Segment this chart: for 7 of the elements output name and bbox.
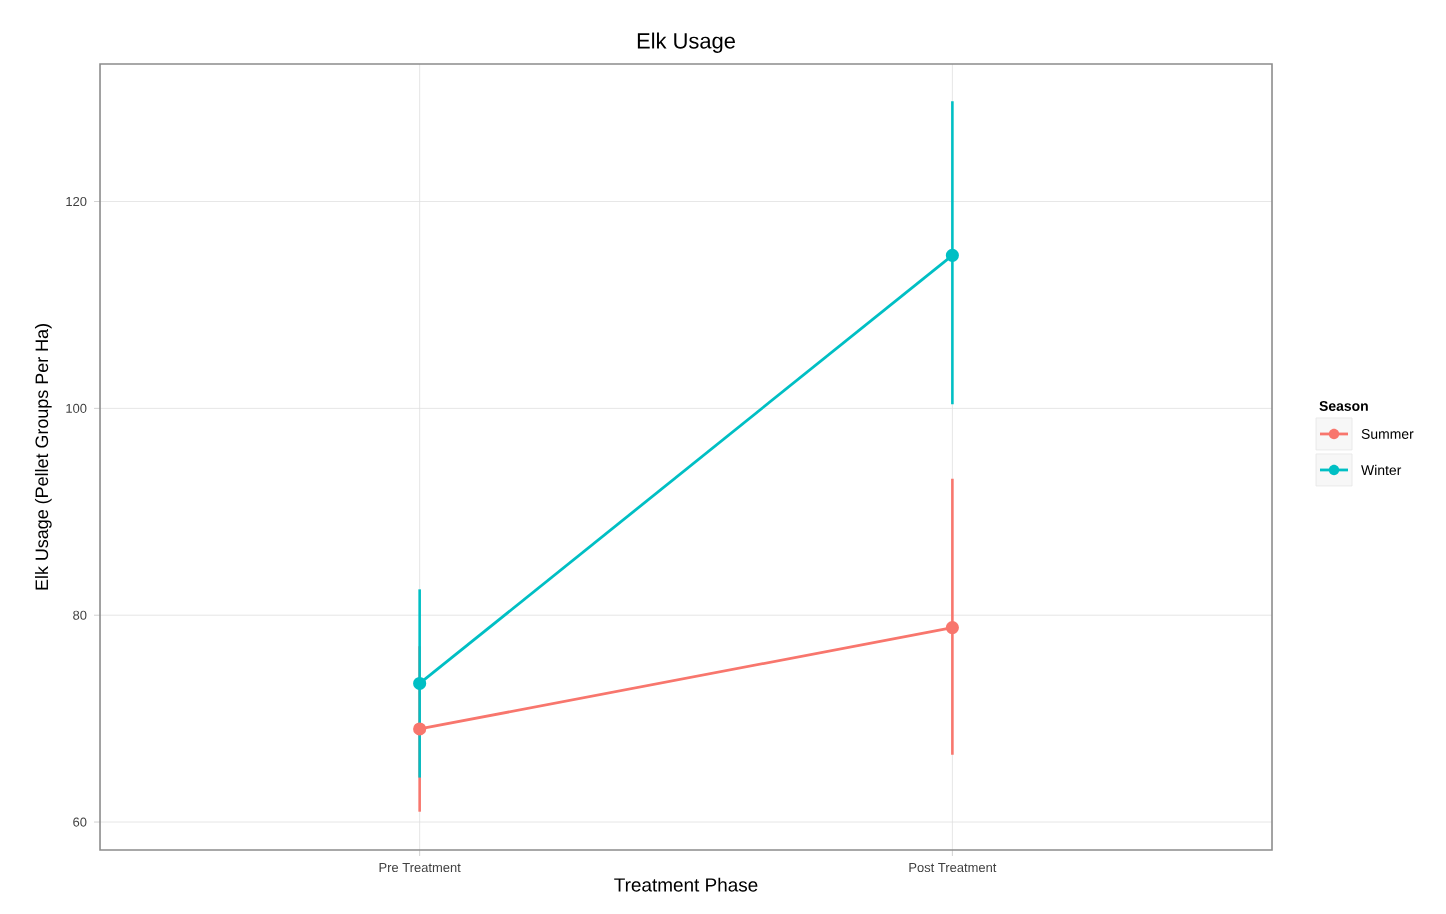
point <box>413 722 427 736</box>
point <box>945 248 959 262</box>
point <box>945 621 959 635</box>
x-axis-title: Treatment Phase <box>614 877 758 892</box>
point <box>413 676 427 691</box>
y-axis-title: Elk Usage (Pellet Groups Per Ha) <box>34 324 52 590</box>
chart-title: Elk Usage <box>637 32 735 53</box>
